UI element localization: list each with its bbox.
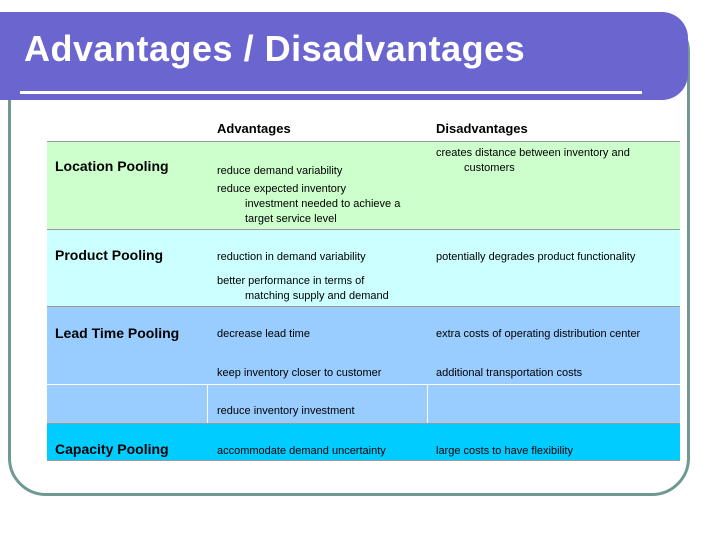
lead-time-dis-1: extra costs of operating distribution ce… (436, 328, 641, 340)
location-adv-2-line3: target service level (245, 213, 337, 225)
lead-time-dis-2: additional transportation costs (436, 367, 583, 379)
product-adv-1: reduction in demand variability (217, 251, 366, 263)
product-adv-2: better performance in terms of matching … (217, 274, 422, 304)
lead-time-col-sep-1 (207, 384, 208, 423)
lead-time-adv-3: reduce inventory investment (217, 405, 355, 417)
header-disadvantages: Disadvantages (436, 121, 528, 136)
label-location-pooling: Location Pooling (55, 158, 169, 174)
row-product-pooling (47, 229, 680, 306)
header-advantages: Advantages (217, 121, 291, 136)
location-dis-1: creates distance between inventory and c… (436, 146, 676, 176)
location-adv-2-line2: investment needed to achieve a (245, 198, 401, 210)
location-adv-2-line1: reduce expected inventory (217, 183, 347, 195)
label-lead-time-pooling: Lead Time Pooling (55, 325, 180, 341)
lead-time-adv-2: keep inventory closer to customer (217, 367, 382, 379)
label-product-pooling: Product Pooling (55, 247, 164, 263)
lead-time-col-sep-2 (427, 384, 428, 423)
product-adv-2-line1: better performance in terms of (217, 275, 365, 287)
slide-title: Advantages / Disadvantages (24, 28, 526, 69)
product-dis-1: potentially degrades product functionali… (436, 251, 636, 263)
label-capacity-pooling: Capacity Pooling (55, 441, 169, 457)
location-dis-1-line1: creates distance between inventory and (436, 147, 630, 159)
row-location-pooling (47, 141, 680, 229)
location-adv-1: reduce demand variability (217, 165, 343, 177)
capacity-dis-1: large costs to have flexibility (436, 445, 573, 457)
location-adv-2: reduce expected inventory investment nee… (217, 182, 422, 227)
lead-time-separator (47, 384, 680, 385)
title-underline (20, 91, 642, 94)
product-adv-2-line2: matching supply and demand (245, 290, 389, 302)
title-bar (0, 12, 688, 100)
row-capacity-pooling (47, 423, 680, 461)
location-dis-1-line2: customers (464, 162, 515, 174)
capacity-adv-1: accommodate demand uncertainty (217, 445, 386, 457)
lead-time-adv-1: decrease lead time (217, 328, 310, 340)
row-lead-time-pooling (47, 306, 680, 423)
